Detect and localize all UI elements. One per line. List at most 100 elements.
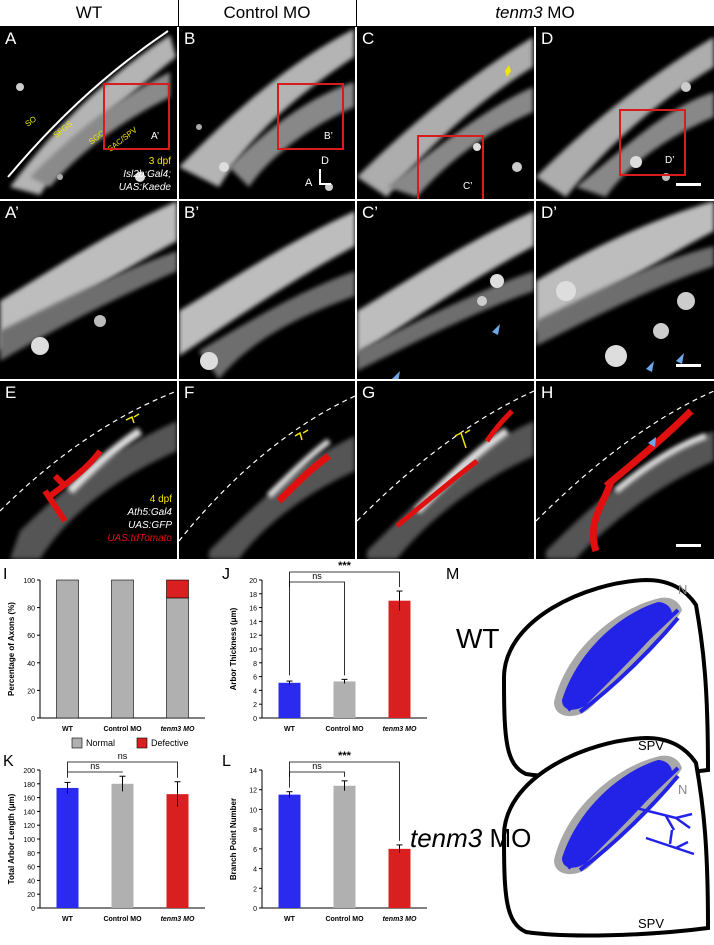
- header-sep-1: [178, 0, 179, 27]
- y-axis-label: Branch Point Number: [229, 798, 238, 880]
- y-tick-label: 12: [249, 788, 257, 795]
- y-tick-label: 60: [27, 633, 35, 640]
- axis-d-label: D: [321, 155, 329, 167]
- inset-box-d: [619, 109, 686, 176]
- header-sep-2: [356, 0, 357, 27]
- annotation-a: 3 dpf Isl2b:Gal4; UAS:Kaede: [119, 155, 171, 194]
- x-tick-label: WT: [284, 726, 296, 733]
- panel-d2: D’: [536, 201, 714, 379]
- y-tick-label: 0: [253, 906, 257, 913]
- inset-box-c: [417, 135, 484, 199]
- y-tick-label: 4: [253, 688, 257, 695]
- panel-g-image: [357, 381, 534, 559]
- inset-label-b: B’: [324, 131, 333, 142]
- significance-label: ns: [312, 761, 322, 771]
- panel-d2-image: [536, 201, 714, 379]
- bar: [389, 601, 411, 718]
- y-tick-label: 100: [23, 837, 35, 844]
- annotation-e: 4 dpf Ath5:Gal4 UAS:GFP UAS:tdTomato: [107, 493, 172, 545]
- inset-box-b: [277, 83, 344, 150]
- x-tick-label: tenm3 MO: [383, 726, 417, 733]
- x-tick-label: Control MO: [325, 916, 364, 923]
- panel-f-image: [179, 381, 355, 559]
- y-tick-label: 6: [253, 847, 257, 854]
- bar: [389, 849, 411, 908]
- y-tick-label: 6: [253, 675, 257, 682]
- y-tick-label: 180: [23, 782, 35, 789]
- significance-bracket: [290, 772, 345, 777]
- legend-swatch: [72, 738, 82, 748]
- panel-a2-image: [0, 201, 177, 379]
- axis-a-label: A: [305, 177, 312, 189]
- panel-f: F: [179, 381, 355, 559]
- y-tick-label: 14: [249, 768, 257, 775]
- panel-b: B B’ D A: [179, 27, 355, 199]
- label-d: D: [541, 29, 553, 49]
- label-c: C: [362, 29, 374, 49]
- x-tick-label: Control MO: [325, 726, 364, 733]
- bar: [279, 795, 301, 908]
- bar: [112, 784, 134, 908]
- header-control-mo: Control MO: [178, 0, 356, 26]
- y-tick-label: 8: [253, 827, 257, 834]
- axis-horizontal: [319, 183, 331, 185]
- panel-a2: A’: [0, 201, 177, 379]
- header-tenm3-mo: tenm3 MO: [356, 0, 714, 26]
- bar: [334, 786, 356, 908]
- y-tick-label: 200: [23, 768, 35, 775]
- panel-b2-image: [179, 201, 355, 379]
- panel-h: H: [536, 381, 714, 559]
- significance-label: ns: [118, 751, 128, 761]
- x-tick-label: tenm3 MO: [383, 916, 417, 923]
- axis-vertical: [319, 169, 321, 183]
- bar: [334, 681, 356, 718]
- bar-normal: [57, 580, 79, 718]
- y-tick-label: 14: [249, 619, 257, 626]
- schematic-spv-wt: SPV: [638, 738, 664, 753]
- y-tick-label: 4: [253, 867, 257, 874]
- y-tick-label: 100: [23, 578, 35, 585]
- bar-normal: [167, 598, 189, 718]
- label-b: B: [184, 29, 195, 49]
- schematic-tenm3-label: tenm3 MO: [410, 823, 531, 854]
- scale-bar-d2: [676, 364, 701, 367]
- y-tick-label: 40: [27, 878, 35, 885]
- y-tick-label: 20: [27, 892, 35, 899]
- schematic-wt-label: WT: [456, 623, 500, 655]
- y-tick-label: 10: [249, 647, 257, 654]
- panel-a: A SO SFGS SGC SAC/SPV A’ 3 dpf Isl2b:Gal…: [0, 27, 177, 199]
- inset-label-d: D’: [665, 155, 674, 166]
- label-a2: A’: [5, 203, 19, 223]
- schematic-spv-tenm3: SPV: [638, 916, 664, 931]
- label-d2: D’: [541, 203, 557, 223]
- schematic-drawing: N N SPV SPV: [446, 560, 714, 940]
- x-tick-label: WT: [62, 726, 74, 733]
- y-tick-label: 2: [253, 886, 257, 893]
- inset-label-c: C’: [463, 181, 472, 192]
- panel-c: C C’: [357, 27, 534, 199]
- significance-bracket: [290, 582, 345, 675]
- y-tick-label: 120: [23, 823, 35, 830]
- scale-bar-h: [676, 544, 701, 547]
- y-tick-label: 18: [249, 592, 257, 599]
- y-tick-label: 40: [27, 661, 35, 668]
- header-wt: WT: [0, 0, 178, 26]
- inset-label-a: A’: [151, 131, 159, 142]
- panel-h-image: [536, 381, 714, 559]
- bar: [167, 794, 189, 908]
- inset-box-a: [103, 83, 170, 150]
- x-tick-label: tenm3 MO: [161, 916, 195, 923]
- y-tick-label: 140: [23, 809, 35, 816]
- panel-e: E 4 dpf Ath5:Gal4 UAS:GFP UAS:tdTomato: [0, 381, 177, 559]
- legend-label: Defective: [151, 738, 189, 748]
- panel-c2: C’: [357, 201, 534, 379]
- y-tick-label: 0: [31, 716, 35, 723]
- schematic: N N SPV SPV WT tenm3 MO: [446, 560, 714, 940]
- y-tick-label: 20: [249, 578, 257, 585]
- legend-label: Normal: [86, 738, 115, 748]
- label-c2: C’: [362, 203, 378, 223]
- bar: [57, 788, 79, 908]
- x-tick-label: tenm3 MO: [161, 726, 195, 733]
